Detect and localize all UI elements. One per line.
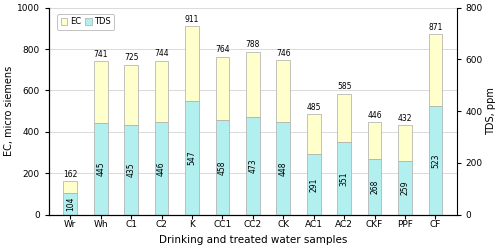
X-axis label: Drinking and treated water samples: Drinking and treated water samples: [158, 235, 347, 245]
Text: 725: 725: [124, 53, 138, 62]
Bar: [276, 122, 290, 215]
Text: 445: 445: [96, 161, 105, 176]
Bar: [154, 61, 168, 122]
Text: 764: 764: [215, 45, 230, 54]
Bar: [216, 120, 230, 215]
Text: 741: 741: [94, 50, 108, 59]
Bar: [216, 57, 230, 120]
Bar: [185, 26, 199, 101]
Bar: [338, 94, 351, 142]
Bar: [368, 159, 382, 215]
Text: 432: 432: [398, 114, 412, 123]
Text: 162: 162: [63, 170, 78, 179]
Text: 788: 788: [246, 40, 260, 49]
Bar: [307, 114, 320, 154]
Bar: [307, 154, 320, 215]
Text: 448: 448: [279, 161, 288, 176]
Bar: [246, 52, 260, 117]
Text: 547: 547: [188, 151, 196, 165]
Text: 291: 291: [309, 177, 318, 192]
Bar: [124, 125, 138, 215]
Bar: [398, 161, 412, 215]
Y-axis label: TDS, ppm: TDS, ppm: [486, 87, 496, 135]
Bar: [64, 193, 77, 215]
Bar: [154, 122, 168, 215]
Text: 268: 268: [370, 180, 379, 194]
Bar: [368, 122, 382, 159]
Bar: [246, 117, 260, 215]
Bar: [94, 61, 108, 123]
Bar: [428, 34, 442, 106]
Bar: [64, 181, 77, 193]
Bar: [338, 142, 351, 215]
Y-axis label: EC, micro siemens: EC, micro siemens: [4, 66, 14, 156]
Bar: [428, 106, 442, 215]
Bar: [124, 64, 138, 125]
Text: 744: 744: [154, 49, 169, 58]
Text: 104: 104: [66, 197, 75, 211]
Bar: [276, 60, 290, 122]
Text: 485: 485: [306, 103, 321, 112]
Bar: [185, 101, 199, 215]
Text: 259: 259: [400, 181, 409, 195]
Text: 435: 435: [126, 162, 136, 177]
Text: 351: 351: [340, 171, 348, 186]
Text: 446: 446: [368, 111, 382, 120]
Text: 746: 746: [276, 49, 290, 58]
Bar: [94, 123, 108, 215]
Legend: EC, TDS: EC, TDS: [57, 14, 114, 30]
Text: 911: 911: [185, 15, 199, 24]
Text: 871: 871: [428, 23, 442, 32]
Text: 473: 473: [248, 158, 258, 173]
Bar: [398, 125, 412, 161]
Text: 446: 446: [157, 161, 166, 176]
Text: 523: 523: [431, 153, 440, 168]
Text: 585: 585: [337, 82, 351, 91]
Text: 458: 458: [218, 160, 227, 175]
